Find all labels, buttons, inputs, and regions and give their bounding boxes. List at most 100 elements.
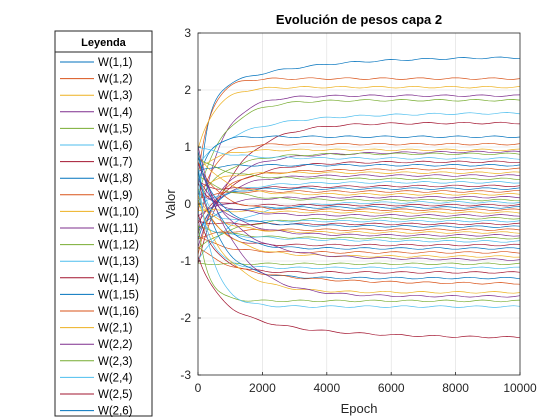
series-line-29 bbox=[198, 206, 520, 230]
series-line-10 bbox=[198, 148, 520, 170]
legend-label: W(1,6) bbox=[98, 140, 133, 152]
series-lines bbox=[198, 56, 520, 339]
legend-title: Leyenda bbox=[81, 37, 127, 49]
grid-lines bbox=[198, 33, 520, 375]
legend: Leyenda W(1,1)W(1,2)W(1,3)W(1,4)W(1,5)W(… bbox=[54, 30, 153, 418]
x-tick-label-0: 0 bbox=[195, 381, 202, 395]
series-line-2 bbox=[198, 77, 520, 178]
legend-entry: W(2,3) bbox=[60, 356, 133, 368]
series-line-17 bbox=[198, 171, 520, 191]
series-line-48 bbox=[198, 186, 520, 270]
legend-label: W(1,15) bbox=[98, 289, 139, 301]
legend-entry: W(1,9) bbox=[60, 190, 133, 202]
legend-entry: W(2,2) bbox=[60, 339, 133, 351]
series-line-21 bbox=[198, 180, 520, 190]
legend-label: W(2,5) bbox=[98, 389, 133, 401]
series-line-34 bbox=[198, 166, 520, 223]
legend-label: W(1,10) bbox=[98, 206, 139, 218]
legend-label: W(1,5) bbox=[98, 123, 133, 135]
legend-label: W(1,9) bbox=[98, 190, 133, 202]
series-line-20 bbox=[198, 181, 520, 207]
legend-label: W(1,8) bbox=[98, 173, 133, 185]
legend-label: W(1,4) bbox=[98, 107, 133, 119]
series-line-46 bbox=[198, 163, 520, 261]
legend-label: W(1,13) bbox=[98, 256, 139, 268]
x-tick-label-5: 10000 bbox=[503, 381, 537, 395]
legend-label: W(1,11) bbox=[98, 223, 138, 235]
legend-label: W(2,6) bbox=[98, 406, 133, 418]
series-line-4 bbox=[198, 94, 520, 236]
series-line-33 bbox=[198, 217, 520, 250]
legend-entry: W(1,5) bbox=[60, 123, 133, 135]
x-tick-label-4: 8000 bbox=[442, 381, 469, 395]
chart-title: Evolución de pesos capa 2 bbox=[276, 12, 442, 27]
legend-entry: W(2,1) bbox=[60, 323, 133, 335]
legend-entry: W(1,4) bbox=[60, 107, 133, 119]
series-line-27 bbox=[198, 201, 520, 261]
x-axis-label: Epoch bbox=[341, 401, 378, 416]
legend-label: W(2,3) bbox=[98, 356, 133, 368]
y-tick-label-3: 0 bbox=[184, 197, 191, 211]
y-tick-label-6: 3 bbox=[184, 26, 191, 40]
legend-entry: W(1,6) bbox=[60, 140, 133, 152]
legend-entry: W(1,3) bbox=[60, 90, 133, 102]
legend-entry: W(2,5) bbox=[60, 389, 133, 401]
series-line-23 bbox=[198, 190, 520, 199]
legend-label: W(1,7) bbox=[98, 157, 133, 169]
legend-entry: W(1,7) bbox=[60, 157, 133, 169]
legend-label: W(1,3) bbox=[98, 90, 133, 102]
legend-entry: W(1,2) bbox=[60, 74, 133, 86]
legend-entry: W(1,11) bbox=[60, 223, 138, 235]
legend-entry: W(1,13) bbox=[60, 256, 139, 268]
legend-label: W(2,2) bbox=[98, 339, 133, 351]
y-tick-label-4: 1 bbox=[184, 140, 191, 154]
series-line-47 bbox=[198, 262, 520, 266]
series-line-51 bbox=[198, 246, 520, 285]
y-tick-label-5: 2 bbox=[184, 83, 191, 97]
series-line-41 bbox=[198, 217, 520, 243]
legend-entry: W(1,16) bbox=[60, 306, 139, 318]
series-line-35 bbox=[198, 220, 520, 226]
legend-label: W(1,1) bbox=[98, 57, 133, 69]
series-line-3 bbox=[198, 85, 520, 150]
y-tick-label-0: -3 bbox=[180, 368, 191, 382]
series-line-1 bbox=[198, 56, 520, 219]
y-tick-label-1: -2 bbox=[180, 311, 191, 325]
legend-entry: W(1,15) bbox=[60, 289, 139, 301]
y-axis-label: Valor bbox=[163, 189, 178, 219]
legend-entry: W(1,8) bbox=[60, 173, 133, 185]
series-line-52 bbox=[198, 200, 520, 294]
series-line-30 bbox=[198, 161, 520, 211]
series-line-14 bbox=[198, 160, 520, 224]
x-ticks: 0 2000 4000 6000 8000 10000 bbox=[195, 372, 537, 395]
legend-label: W(1,12) bbox=[98, 240, 139, 252]
legend-label: W(1,2) bbox=[98, 74, 133, 86]
series-line-9 bbox=[198, 142, 520, 212]
series-line-28 bbox=[198, 183, 520, 207]
series-line-38 bbox=[198, 204, 520, 234]
series-line-42 bbox=[198, 178, 520, 247]
legend-entry: W(2,6) bbox=[60, 406, 133, 418]
series-line-49 bbox=[198, 213, 520, 274]
x-tick-label-2: 4000 bbox=[313, 381, 340, 395]
series-line-55 bbox=[198, 173, 520, 308]
series-line-53 bbox=[198, 146, 520, 298]
series-line-26 bbox=[198, 175, 520, 202]
series-line-39 bbox=[198, 177, 520, 237]
series-line-36 bbox=[198, 155, 520, 228]
x-tick-label-1: 2000 bbox=[249, 381, 276, 395]
legend-entry: W(1,12) bbox=[60, 240, 139, 252]
series-line-50 bbox=[198, 170, 520, 280]
legend-label: W(1,16) bbox=[98, 306, 139, 318]
series-line-19 bbox=[198, 158, 520, 181]
y-ticks: -3 -2 -1 0 1 2 3 bbox=[180, 26, 201, 382]
series-line-45 bbox=[198, 195, 520, 258]
legend-label: W(2,4) bbox=[98, 372, 133, 384]
series-line-13 bbox=[198, 147, 520, 160]
legend-entries: W(1,1) W(1,2) W(1,3) W(1,4) W(1,5) W(1,6) W(1,… bbox=[60, 57, 139, 418]
series-line-25 bbox=[198, 195, 520, 217]
legend-entry: W(1,14) bbox=[60, 273, 139, 285]
legend-entry: W(2,4) bbox=[60, 372, 133, 384]
y-tick-label-2: -1 bbox=[180, 254, 191, 268]
